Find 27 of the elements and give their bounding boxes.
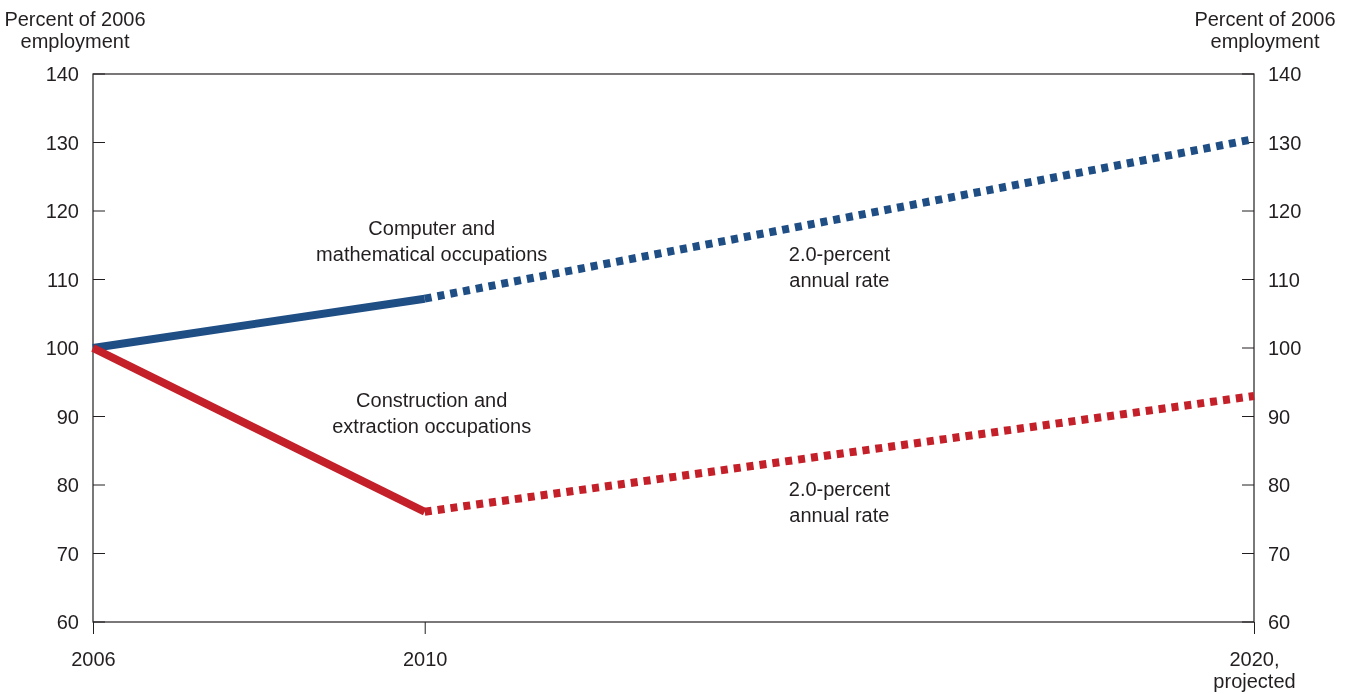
y2-tick-label: 120 xyxy=(1268,200,1302,222)
y2-tick-label: 60 xyxy=(1268,611,1291,633)
y2-axis-title: Percent of 2006 employment xyxy=(1194,8,1336,52)
series-label: Construction and extraction occupations xyxy=(332,388,532,437)
y2-tick-label: 80 xyxy=(1268,474,1291,496)
y-tick-label: 120 xyxy=(45,200,79,222)
y2-tick-label: 140 xyxy=(1268,63,1302,85)
y2-tick-label: 110 xyxy=(1268,268,1300,291)
y-tick-label: 130 xyxy=(45,131,79,154)
y-axis-title: Percent of 2006 employment xyxy=(4,8,146,52)
text: Computer and mathematical occupations xyxy=(316,216,548,265)
y-tick-label: 100 xyxy=(45,337,79,359)
y-tick-label: 110 xyxy=(47,268,79,291)
x-tick-label: 2010 xyxy=(402,648,448,671)
y2-tick-label: 130 xyxy=(1268,131,1302,154)
x-tick-label: 2006 xyxy=(71,648,116,671)
y-tick-label: 60 xyxy=(56,611,79,633)
y-tick-label: 70 xyxy=(56,542,79,565)
annotation: 2.0-percent annual rate xyxy=(788,242,891,291)
y2-tick-label: 100 xyxy=(1268,337,1302,359)
y-tick-label: 90 xyxy=(56,405,79,428)
y2-tick-label: 90 xyxy=(1268,405,1291,428)
y-tick-label: 140 xyxy=(45,63,79,85)
annotation: 2.0-percent annual rate xyxy=(788,477,891,526)
y2-tick-label: 70 xyxy=(1268,542,1291,565)
y-tick-label: 80 xyxy=(56,474,79,496)
x-tick-label: 2020, projected xyxy=(1213,648,1296,693)
